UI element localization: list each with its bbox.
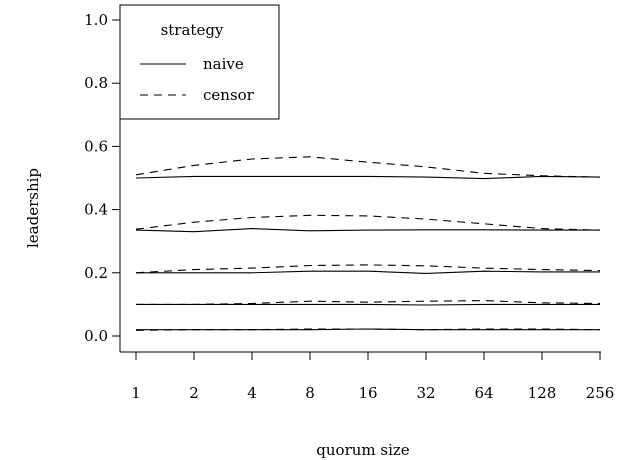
x-tick-label: 2 [189,384,199,402]
series-layer [135,156,601,331]
series-line-naive-3 [136,270,600,274]
x-tick-label: 16 [358,384,377,402]
series-line-naive-2 [135,228,600,233]
x-tick-label: 128 [528,384,557,402]
y-axis: 0.0 0.2 0.4 0.6 0.8 1.0 [84,5,121,352]
series-line-censor-4 [136,300,601,305]
x-tick-label: 4 [247,384,257,402]
y-tick-label: 0.6 [84,137,108,155]
x-axis-title: quorum size [316,441,410,459]
x-tick-label: 32 [416,384,435,402]
x-tick-label: 256 [586,384,615,402]
x-tick-label: 8 [305,384,315,402]
x-tick-label: 64 [474,384,493,402]
series-line-naive-4 [136,303,600,306]
legend: strategy naive censor [119,4,280,120]
y-tick-label: 0.4 [84,201,108,219]
x-axis: 1 2 4 8 16 32 64 128 256 [120,351,615,402]
series-line-censor-5 [135,328,601,331]
legend-title: strategy [161,21,224,39]
x-tick-label: 1 [131,384,141,402]
legend-box [119,4,280,120]
series-line-censor-2 [135,214,601,231]
y-tick-label: 0.8 [84,74,108,92]
y-tick-label: 0.2 [84,264,108,282]
legend-label-censor: censor [203,86,255,104]
series-line-naive-1 [135,175,601,180]
series-line-censor-1 [135,156,601,178]
y-tick-label: 0.0 [84,327,108,345]
series-line-censor-3 [135,264,601,274]
legend-label-naive: naive [203,55,244,73]
y-axis-title: leadership [24,168,42,248]
y-tick-label: 1.0 [84,11,108,29]
